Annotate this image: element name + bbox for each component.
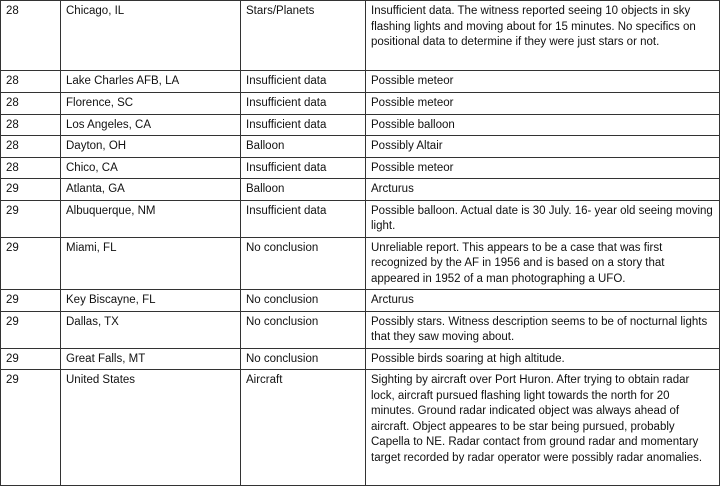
- notes-cell: Sighting by aircraft over Port Huron. Af…: [365, 369, 720, 486]
- table-row: 28 Lake Charles AFB, LA Insufficient data P…: [0, 70, 720, 93]
- table-row: 29 Albuquerque, NM Insufficient data Possib…: [0, 199, 720, 238]
- location-cell: Dayton, OH: [60, 135, 241, 158]
- day-cell: 29: [0, 199, 61, 238]
- explanation-cell: No conclusion: [240, 347, 366, 370]
- table-row: 28 Chico, CA Insufficient data Possible met…: [0, 156, 720, 179]
- explanation-cell: No conclusion: [240, 236, 366, 290]
- day-cell: 28: [0, 70, 61, 93]
- notes-cell: Possible meteor: [365, 70, 720, 93]
- location-cell: Key Biscayne, FL: [60, 289, 241, 312]
- location-cell: Chico, CA: [60, 156, 241, 179]
- explanation-cell: Insufficient data: [240, 199, 366, 238]
- notes-cell: Arcturus: [365, 289, 720, 312]
- table-row: 29 Key Biscayne, FL No conclusion Arcturus: [0, 289, 720, 312]
- table-row: 28 Florence, SC Insufficient data Possible …: [0, 92, 720, 115]
- day-cell: 29: [0, 369, 61, 486]
- location-cell: Miami, FL: [60, 236, 241, 290]
- notes-cell: Possible meteor: [365, 156, 720, 179]
- table-row: 29 United States Aircraft Sighting by aircr…: [0, 369, 720, 486]
- day-cell: 29: [0, 310, 61, 349]
- location-cell: Great Falls, MT: [60, 347, 241, 370]
- notes-cell: Possible balloon: [365, 113, 720, 136]
- day-cell: 29: [0, 178, 61, 201]
- table-row: 29 Dallas, TX No conclusion Possibly stars.…: [0, 310, 720, 349]
- location-cell: Florence, SC: [60, 92, 241, 115]
- notes-cell: Possible birds soaring at high altitude.: [365, 347, 720, 370]
- table-row: 28 Chicago, IL Stars/Planets Insufficient d…: [0, 0, 720, 71]
- location-cell: Lake Charles AFB, LA: [60, 70, 241, 93]
- explanation-cell: Insufficient data: [240, 156, 366, 179]
- explanation-cell: No conclusion: [240, 289, 366, 312]
- day-cell: 28: [0, 135, 61, 158]
- explanation-cell: Balloon: [240, 178, 366, 201]
- day-cell: 28: [0, 113, 61, 136]
- table-row: 29 Great Falls, MT No conclusion Possible b…: [0, 347, 720, 370]
- explanation-cell: Aircraft: [240, 369, 366, 486]
- day-cell: 29: [0, 347, 61, 370]
- location-cell: Chicago, IL: [60, 0, 241, 71]
- location-cell: Atlanta, GA: [60, 178, 241, 201]
- table-row: 29 Miami, FL No conclusion Unreliable repor…: [0, 236, 720, 290]
- explanation-cell: Insufficient data: [240, 70, 366, 93]
- day-cell: 29: [0, 289, 61, 312]
- day-cell: 29: [0, 236, 61, 290]
- explanation-cell: Stars/Planets: [240, 0, 366, 71]
- table-row: 28 Los Angeles, CA Insufficient data Possib…: [0, 113, 720, 136]
- location-cell: Dallas, TX: [60, 310, 241, 349]
- explanation-cell: Insufficient data: [240, 92, 366, 115]
- explanation-cell: No conclusion: [240, 310, 366, 349]
- day-cell: 28: [0, 156, 61, 179]
- notes-cell: Unreliable report. This appears to be a …: [365, 236, 720, 290]
- explanation-cell: Insufficient data: [240, 113, 366, 136]
- table-row: 28 Dayton, OH Balloon Possibly Altair: [0, 135, 720, 158]
- notes-cell: Possible meteor: [365, 92, 720, 115]
- location-cell: Los Angeles, CA: [60, 113, 241, 136]
- location-cell: United States: [60, 369, 241, 486]
- day-cell: 28: [0, 0, 61, 71]
- notes-cell: Possible balloon. Actual date is 30 July…: [365, 199, 720, 238]
- notes-cell: Insufficient data. The witness reported …: [365, 0, 720, 71]
- table-row: 29 Atlanta, GA Balloon Arcturus: [0, 178, 720, 201]
- notes-cell: Arcturus: [365, 178, 720, 201]
- day-cell: 28: [0, 92, 61, 115]
- notes-cell: Possibly stars. Witness description seem…: [365, 310, 720, 349]
- notes-cell: Possibly Altair: [365, 135, 720, 158]
- explanation-cell: Balloon: [240, 135, 366, 158]
- location-cell: Albuquerque, NM: [60, 199, 241, 238]
